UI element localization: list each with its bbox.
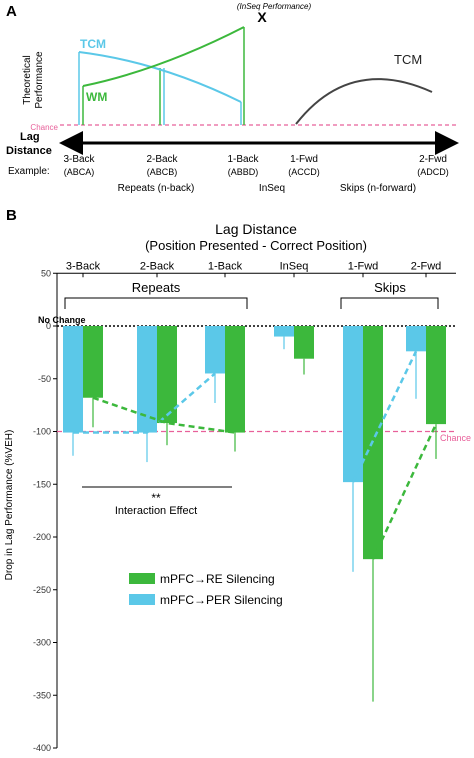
y-tick-label: -300 bbox=[33, 638, 51, 648]
panel-a-wm-label: WM bbox=[86, 90, 107, 104]
panel-a-cat-1fwd: 1-Fwd bbox=[290, 154, 318, 165]
panel-a-cat-2back: 2-Back bbox=[146, 154, 178, 165]
x-tick-label: 2-Fwd bbox=[411, 260, 442, 272]
chart-title: Lag Distance bbox=[215, 221, 297, 237]
bar-per bbox=[343, 326, 363, 483]
bar-re bbox=[426, 326, 446, 425]
skips-bracket bbox=[340, 297, 439, 309]
interaction-label: Interaction Effect bbox=[115, 505, 197, 517]
bar-per bbox=[274, 326, 294, 337]
panel-b-label: B bbox=[6, 207, 17, 224]
panel-a-example-label: Example: bbox=[8, 166, 50, 177]
x-tick-label: 1-Fwd bbox=[348, 260, 379, 272]
no-change-label: No Change bbox=[38, 315, 86, 325]
panel-a-ylabel-1: Theoretical bbox=[22, 55, 33, 104]
panel-a-drop-lines bbox=[78, 27, 245, 125]
x-tick-label: 2-Back bbox=[140, 260, 175, 272]
trend-per-skips bbox=[351, 350, 418, 483]
panel-a-wm-curve bbox=[82, 26, 245, 87]
panel-a-lag-label-1: Lag bbox=[20, 131, 40, 143]
bar-re bbox=[83, 326, 103, 398]
panel-a-tcm-right-curve bbox=[295, 78, 433, 125]
bar-per bbox=[406, 326, 426, 352]
x-tick-label: 3-Back bbox=[66, 260, 101, 272]
bar-per bbox=[205, 326, 225, 374]
panel-a-tcm-curve bbox=[78, 51, 242, 103]
panel-a-tcm-label: TCM bbox=[80, 37, 106, 51]
panel-a-cat-3back: 3-Back bbox=[63, 154, 95, 165]
legend-label-per: mPFC→PER Silencing bbox=[160, 593, 283, 607]
y-tick-label: 0 bbox=[46, 321, 51, 331]
bar-re bbox=[157, 326, 177, 424]
panel-a-group-skips: Skips (n-forward) bbox=[340, 183, 416, 194]
bar-re bbox=[225, 326, 245, 433]
y-tick-label: -400 bbox=[33, 743, 51, 753]
panel-a-inseq-note: (InSeq Performance) bbox=[237, 2, 312, 11]
legend-label-re: mPFC→RE Silencing bbox=[160, 572, 275, 586]
legend: mPFC→RE Silencing mPFC→PER Silencing bbox=[129, 572, 283, 607]
panel-a-label: A bbox=[6, 3, 17, 20]
panel-a-cat-2fwd: 2-Fwd bbox=[419, 154, 447, 165]
y-tick-label: -250 bbox=[33, 585, 51, 595]
trend-per-repeats bbox=[73, 372, 216, 434]
y-tick-label: -50 bbox=[38, 374, 51, 384]
panel-a-example-3back: (ABCA) bbox=[64, 167, 95, 177]
panel-a-example-2back: (ABCB) bbox=[147, 167, 178, 177]
panel-a-example-2fwd: (ADCD) bbox=[417, 167, 449, 177]
panel-a-chance-label: Chance bbox=[30, 123, 58, 132]
bar-re bbox=[294, 326, 314, 359]
panel-b: B Lag Distance (Position Presented - Cor… bbox=[4, 207, 471, 753]
overlay-layer bbox=[73, 350, 438, 560]
chance-label: Chance bbox=[440, 433, 471, 443]
panel-a: A Theoretical Performance Chance TCM WM … bbox=[6, 2, 459, 194]
bar-per bbox=[137, 326, 157, 433]
significance-stars: ** bbox=[151, 491, 161, 505]
y-tick-label: -200 bbox=[33, 532, 51, 542]
bar-per bbox=[63, 326, 83, 433]
y-axis-label: Drop in Lag Performance (%VEH) bbox=[4, 430, 15, 581]
panel-a-group-inseq: InSeq bbox=[259, 183, 285, 194]
trend-re-repeats bbox=[92, 396, 236, 434]
legend-swatch-per bbox=[129, 594, 155, 605]
y-tick-label: 50 bbox=[41, 268, 51, 278]
repeats-bracket bbox=[64, 297, 248, 309]
panel-a-cat-1back: 1-Back bbox=[227, 154, 259, 165]
legend-swatch-re bbox=[129, 573, 155, 584]
axis-layer: 50 0 -50 -100 -150 -200 -250 -300 -350 -400 3-Back… bbox=[33, 260, 456, 753]
trend-re-skips bbox=[371, 423, 438, 560]
panel-a-categories: 3-Back (ABCA) 2-Back (ABCB) 1-Back (ABBD… bbox=[63, 154, 448, 177]
panel-a-ylabel-2: Performance bbox=[34, 51, 45, 109]
panel-a-inseq-marker: X bbox=[257, 9, 267, 25]
x-tick-label: InSeq bbox=[280, 260, 309, 272]
panel-a-group-repeats: Repeats (n-back) bbox=[118, 183, 195, 194]
y-tick-label: -150 bbox=[33, 479, 51, 489]
x-tick-label: 1-Back bbox=[208, 260, 243, 272]
y-tick-label: -350 bbox=[33, 690, 51, 700]
panel-a-tcm-right-label: TCM bbox=[394, 52, 422, 67]
y-tick-label: -100 bbox=[33, 427, 51, 437]
skips-label: Skips bbox=[374, 280, 406, 295]
panel-a-lag-label-2: Distance bbox=[6, 145, 52, 157]
chart-subtitle: (Position Presented - Correct Position) bbox=[145, 238, 367, 253]
panel-a-example-1back: (ABBD) bbox=[228, 167, 259, 177]
repeats-label: Repeats bbox=[132, 280, 181, 295]
panel-a-example-1fwd: (ACCD) bbox=[288, 167, 320, 177]
